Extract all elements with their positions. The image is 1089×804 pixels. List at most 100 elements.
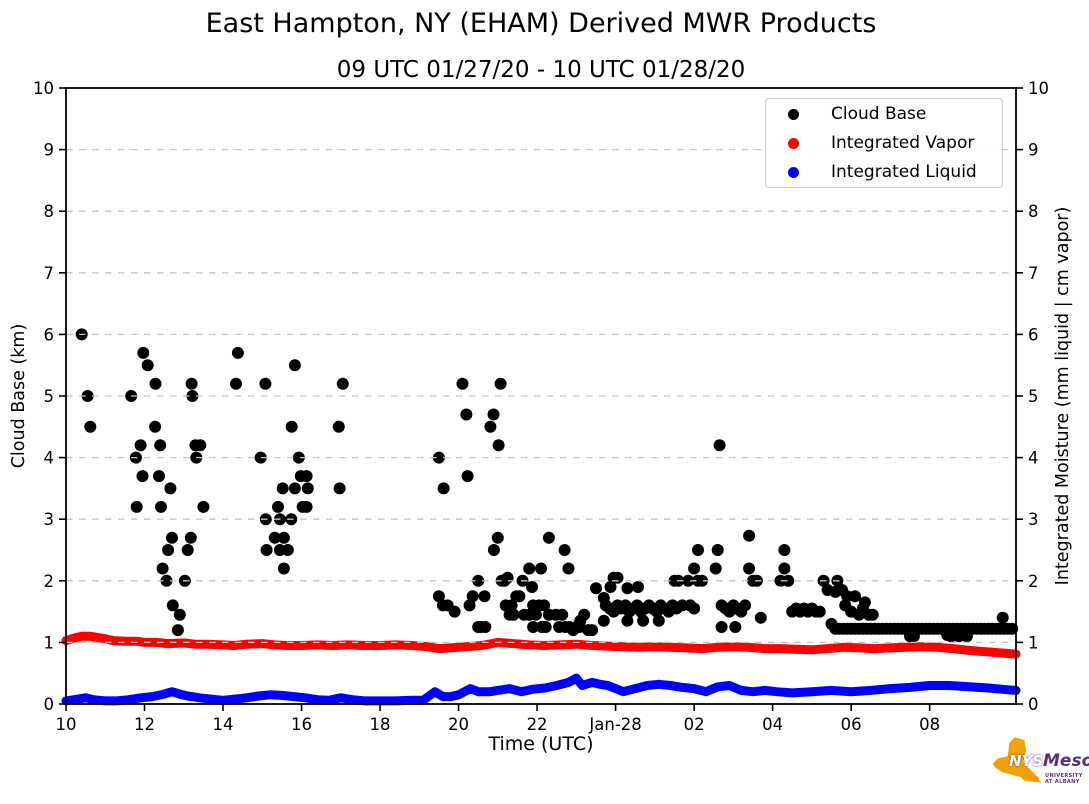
cloud-base-point: [604, 581, 617, 593]
cloud-base-point: [556, 608, 569, 621]
cloud-base-point: [155, 500, 167, 513]
cloud-base-point: [166, 531, 178, 544]
y-tick-label: 0: [44, 695, 55, 714]
cloud-base-point: [529, 608, 542, 621]
y-tick-label: 8: [1028, 202, 1039, 221]
cloud-base-point: [492, 439, 505, 452]
cloud-base-point: [288, 359, 301, 372]
y-tick-label: 1: [1028, 633, 1039, 652]
cloud-base-point: [285, 420, 298, 433]
cloud-base-point: [164, 482, 177, 495]
legend-item-integrated-vapor: Integrated Vapor: [766, 129, 1002, 157]
cloud-base-point: [487, 408, 500, 421]
x-ticks: 10 12 14 16 18 20 22 Jan-28 02 04 06 08: [56, 704, 940, 734]
cloud-base-point: [272, 500, 284, 513]
cloud-base-point: [268, 531, 281, 544]
cloud-base-point: [336, 377, 349, 390]
cloud-base-point: [466, 590, 479, 603]
cloud-base-point: [277, 562, 290, 575]
cloud-base-point: [597, 614, 610, 627]
plot-border: [65, 87, 1017, 705]
y-tick-label: 6: [44, 325, 55, 344]
cloud-base-point: [156, 562, 169, 575]
x-tick-label: 02: [684, 715, 705, 734]
x-tick-label: 04: [762, 715, 783, 734]
cloud-base-point: [300, 470, 313, 483]
cloud-base-point: [197, 500, 210, 513]
cloud-base-point: [743, 529, 756, 542]
series-integrated-vapor: [61, 631, 1021, 659]
cloud-base-point: [621, 582, 634, 595]
legend-item-integrated-liquid: Integrated Liquid: [766, 158, 1002, 186]
logo-mesonet-text: Mesonet: [1043, 751, 1089, 771]
cloud-base-point: [696, 574, 708, 587]
cloud-base-point: [494, 377, 507, 390]
cloud-base-point: [154, 439, 167, 452]
cloud-base-point: [558, 544, 571, 556]
cloud-base-point: [527, 621, 540, 633]
x-tick-label: 20: [448, 715, 469, 734]
cloud-base-point: [281, 544, 294, 556]
cloud-base-point: [136, 470, 149, 483]
cloud-base-point: [866, 608, 879, 621]
y-tick-label: 7: [44, 264, 55, 283]
cloud-base-point: [782, 574, 795, 587]
cloud-base-point: [166, 599, 179, 612]
y-tick-label: 4: [1028, 449, 1039, 468]
cloud-base-point: [472, 574, 485, 587]
legend-label: Integrated Vapor: [831, 133, 975, 153]
y-tick-label: 7: [1028, 264, 1039, 283]
nys-mesonet-logo: NYS Mesonet UNIVERSITY AT ALBANY: [986, 732, 1089, 794]
y-tick-label: 1: [44, 633, 55, 652]
cloud-base-point: [277, 531, 290, 544]
cloud-base-point: [81, 390, 94, 402]
cloud-base-point: [292, 451, 305, 464]
cloud-base-point: [715, 621, 728, 633]
cloud-base-point: [461, 470, 474, 483]
cloud-base-point: [487, 544, 500, 556]
cloud-base-point: [711, 544, 724, 556]
cloud-base-point: [173, 608, 186, 621]
cloud-base-point: [134, 439, 147, 452]
cloud-base-point: [230, 377, 242, 390]
cloud-base-point: [130, 500, 143, 513]
cloud-base-point: [713, 439, 726, 452]
gridlines: [66, 148, 1016, 644]
y-tick-label: 3: [1028, 510, 1039, 529]
cloud-base-point: [478, 590, 491, 603]
logo-nys-text: NYS: [1009, 752, 1044, 770]
cloud-base-point: [231, 346, 244, 359]
cloud-base-point: [194, 439, 207, 452]
cloud-base-point: [254, 451, 267, 464]
cloud-base-point: [301, 482, 314, 495]
y-ticks-left: 0 1 2 3 4 5 6 7 8 9 10: [33, 79, 66, 714]
cloud-base-point: [996, 611, 1009, 624]
cloud-base-point: [682, 574, 695, 587]
x-tick-label: Jan-28: [588, 715, 641, 734]
cloud-base-point: [754, 611, 767, 624]
cloud-base-point: [171, 624, 184, 637]
cloud-base-point: [578, 608, 591, 621]
cloud-base-point: [692, 544, 704, 556]
cloud-base-point: [849, 590, 861, 603]
cloud-base-point: [332, 420, 345, 433]
x-tick-label: 08: [919, 715, 940, 734]
cloud-base-point: [688, 602, 701, 615]
chart-subtitle: 09 UTC 01/27/20 - 10 UTC 01/28/20: [336, 57, 746, 83]
cloud-base-point: [632, 581, 644, 593]
cloud-base-point: [535, 562, 547, 575]
cloud-base-point: [259, 377, 272, 390]
cloud-base-point: [333, 482, 346, 495]
cloud-base-point: [539, 621, 552, 633]
x-tick-label: 18: [370, 715, 391, 734]
cloud-base-point: [709, 562, 722, 575]
y-ticks-right: 0 1 2 3 4 5 6 7 8 9 10: [1016, 79, 1049, 714]
y-tick-label: 10: [1028, 79, 1049, 98]
x-tick-label: 14: [213, 715, 234, 734]
cloud-base-point: [432, 451, 445, 464]
cloud-base-point: [141, 359, 154, 372]
cloud-base-point: [960, 630, 973, 643]
cloud-base-point: [688, 562, 701, 575]
x-tick-label: 06: [841, 715, 862, 734]
y-axis-label-right: Integrated Moisture (mm liquid | cm vapo…: [1053, 206, 1073, 586]
